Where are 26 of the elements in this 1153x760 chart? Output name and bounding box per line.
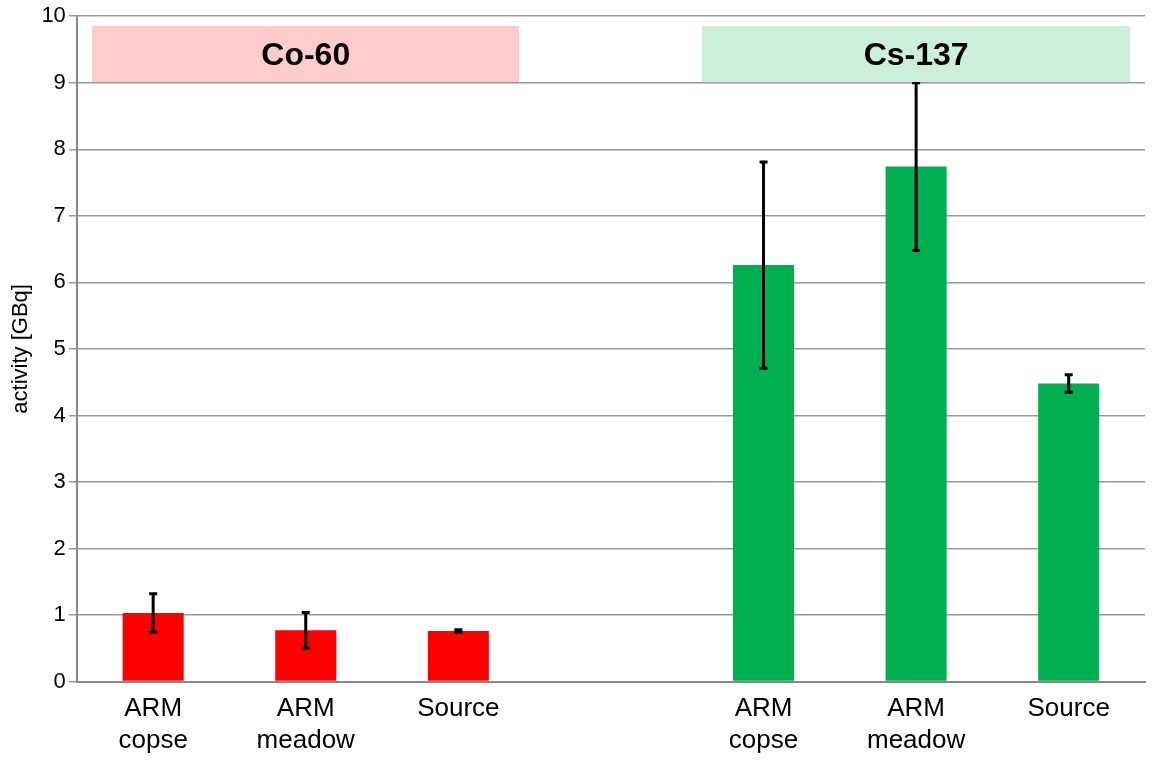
y-axis-title: activity [GBq] (7, 284, 33, 414)
y-tick-label: 10 (41, 2, 66, 28)
x-tick-label: ARM copse (118, 692, 188, 754)
y-tick-label: 3 (53, 468, 66, 494)
bar (275, 630, 337, 681)
bar (1038, 383, 1100, 681)
x-tick-label: Source (1027, 692, 1110, 723)
y-tick-label: 7 (53, 201, 66, 227)
bar (885, 166, 947, 681)
bar (427, 631, 489, 681)
y-tick-label: 1 (53, 601, 66, 627)
group-heading: Co-60 (92, 26, 520, 83)
y-tick-label: 2 (53, 534, 66, 560)
y-tick-label: 5 (53, 334, 66, 360)
bar (733, 265, 795, 681)
y-tick-label: 0 (53, 667, 66, 693)
x-tick-label: ARM meadow (256, 692, 356, 754)
group-heading: Cs-137 (702, 26, 1130, 83)
y-tick-label: 8 (53, 135, 66, 161)
x-tick-label: ARM copse (728, 692, 799, 754)
x-tick-label: Source (417, 692, 500, 723)
y-tick-label: 4 (53, 401, 66, 427)
bar (122, 613, 184, 681)
x-tick-label: ARM meadow (866, 692, 966, 754)
y-tick-label: 9 (53, 68, 66, 94)
y-tick-label: 6 (53, 268, 66, 294)
